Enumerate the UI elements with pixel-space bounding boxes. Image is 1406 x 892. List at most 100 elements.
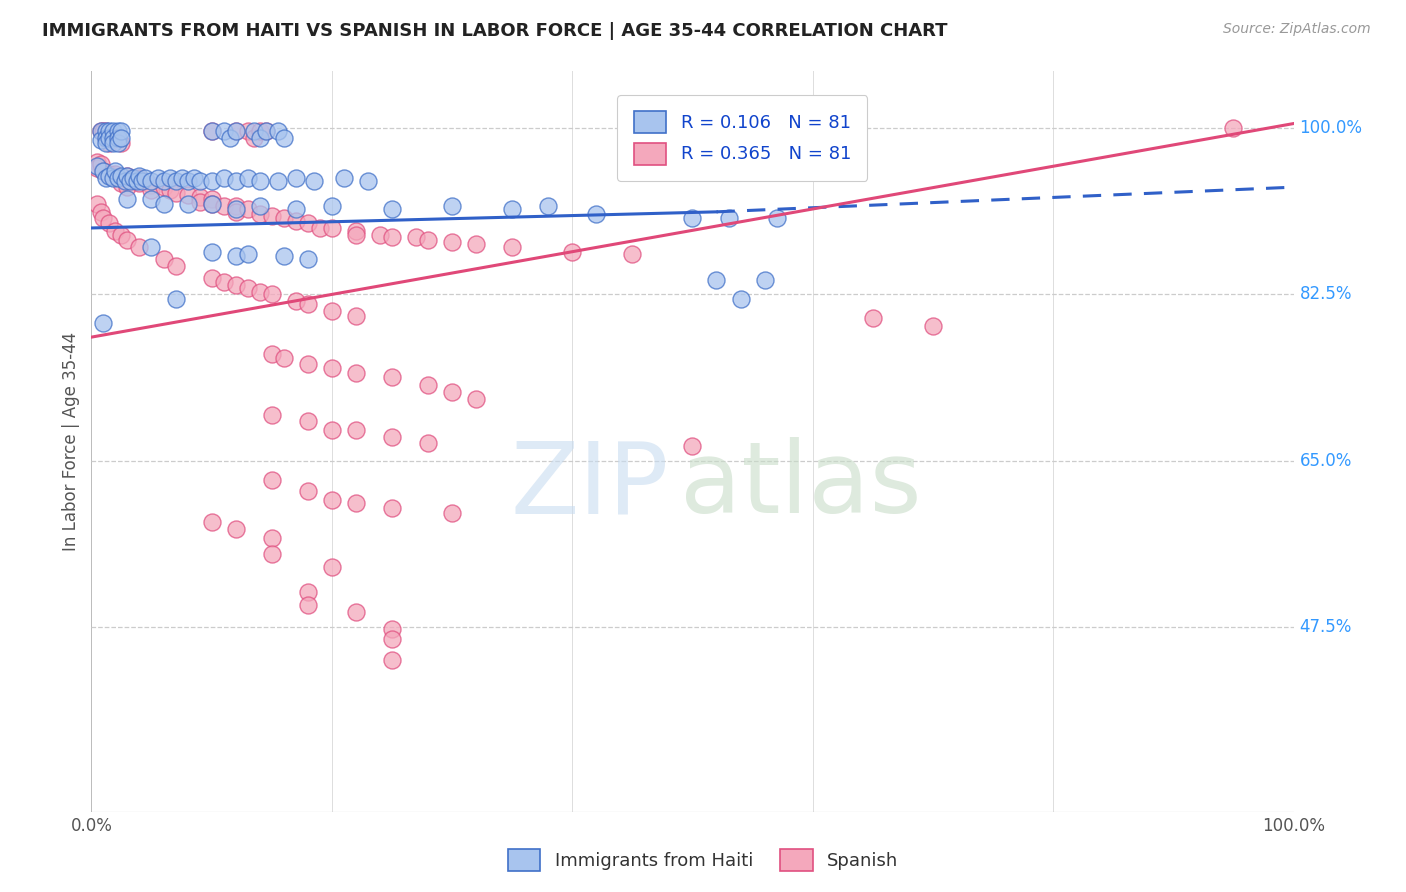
Point: [321, 360, 343, 375]
Point: [110, 124, 132, 138]
Point: [273, 250, 295, 264]
Point: [765, 211, 787, 226]
Point: [440, 235, 463, 250]
Point: [225, 199, 247, 213]
Point: [93, 316, 115, 330]
Point: [321, 423, 343, 437]
Point: [201, 173, 224, 187]
Point: [212, 170, 235, 185]
Point: [297, 357, 319, 371]
Point: [165, 259, 187, 273]
Point: [212, 124, 235, 138]
Point: [249, 207, 271, 221]
Point: [118, 173, 141, 187]
Point: [501, 240, 523, 254]
Point: [117, 169, 139, 183]
Point: [201, 271, 224, 285]
Point: [225, 250, 247, 264]
Point: [440, 199, 463, 213]
Point: [440, 506, 463, 520]
Point: [225, 173, 247, 187]
Point: [284, 170, 307, 185]
Point: [101, 170, 124, 185]
Point: [297, 216, 319, 230]
Point: [681, 211, 703, 226]
Point: [98, 130, 121, 145]
Point: [107, 136, 129, 151]
Point: [101, 130, 124, 145]
Point: [381, 230, 404, 244]
Point: [585, 207, 607, 221]
Point: [260, 473, 283, 487]
Point: [284, 202, 307, 216]
Point: [681, 439, 703, 453]
Point: [86, 197, 108, 211]
Point: [165, 186, 187, 200]
Point: [344, 496, 367, 510]
Y-axis label: In Labor Force | Age 35-44: In Labor Force | Age 35-44: [62, 332, 80, 551]
Point: [754, 273, 776, 287]
Point: [225, 124, 247, 138]
Point: [122, 170, 145, 185]
Point: [141, 183, 163, 197]
Point: [101, 136, 124, 151]
Point: [146, 170, 169, 185]
Point: [273, 211, 295, 226]
Point: [86, 154, 108, 169]
Point: [260, 408, 283, 422]
Point: [117, 169, 139, 183]
Point: [236, 202, 259, 216]
Point: [201, 515, 224, 529]
Point: [110, 136, 132, 151]
Point: [134, 170, 156, 185]
Point: [176, 173, 198, 187]
Point: [201, 197, 224, 211]
Point: [273, 130, 295, 145]
Text: ZIP: ZIP: [510, 437, 668, 534]
Point: [110, 130, 132, 145]
Point: [297, 598, 319, 612]
Point: [321, 199, 343, 213]
Point: [94, 130, 117, 145]
Point: [465, 392, 488, 406]
Point: [273, 351, 295, 365]
Text: 47.5%: 47.5%: [1299, 617, 1353, 636]
Point: [416, 377, 439, 392]
Point: [107, 130, 129, 145]
Point: [267, 124, 290, 138]
Point: [159, 170, 181, 185]
Point: [1222, 121, 1244, 136]
Point: [90, 204, 112, 219]
Point: [297, 584, 319, 599]
Point: [344, 366, 367, 380]
Point: [297, 483, 319, 498]
Point: [302, 173, 325, 187]
Point: [260, 547, 283, 561]
Point: [159, 183, 181, 197]
Point: [212, 275, 235, 289]
Point: [236, 246, 259, 260]
Point: [561, 244, 583, 259]
Point: [110, 227, 132, 242]
Point: [321, 221, 343, 235]
Point: [188, 189, 211, 203]
Point: [284, 214, 307, 228]
Point: [110, 169, 132, 183]
Point: [706, 273, 728, 287]
Point: [249, 199, 271, 213]
Point: [225, 277, 247, 292]
Point: [416, 436, 439, 450]
Point: [90, 133, 112, 147]
Point: [321, 303, 343, 318]
Point: [501, 202, 523, 216]
Point: [141, 193, 163, 207]
Point: [107, 130, 129, 145]
Point: [537, 199, 560, 213]
Point: [104, 167, 127, 181]
Point: [141, 240, 163, 254]
Point: [440, 385, 463, 400]
Point: [249, 173, 271, 187]
Point: [249, 130, 271, 145]
Point: [225, 204, 247, 219]
Point: [101, 130, 124, 145]
